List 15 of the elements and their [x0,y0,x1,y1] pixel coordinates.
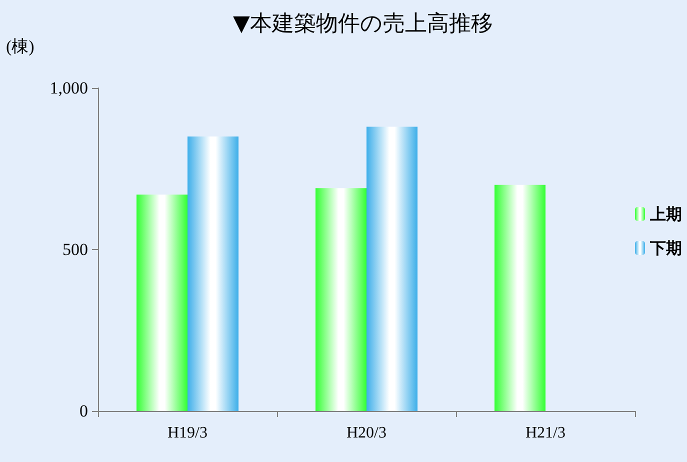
bar [366,126,418,411]
bar [494,184,546,411]
legend-label: 下期 [649,238,682,258]
bar [316,188,366,411]
y-tick-label: 0 [80,402,88,420]
bar [136,194,188,411]
x-tick-label: H21/3 [526,424,566,442]
x-tick-label: H20/3 [346,424,386,442]
y-axis-title: (棟) [6,37,34,56]
legend-label: 上期 [649,204,682,224]
bar [188,136,238,411]
chart-title: ▼本建築物件の売上高推移 [233,12,493,36]
y-tick-label: 500 [62,240,88,259]
y-tick-label: 1,000 [50,78,88,98]
x-tick-label: H19/3 [168,424,208,442]
